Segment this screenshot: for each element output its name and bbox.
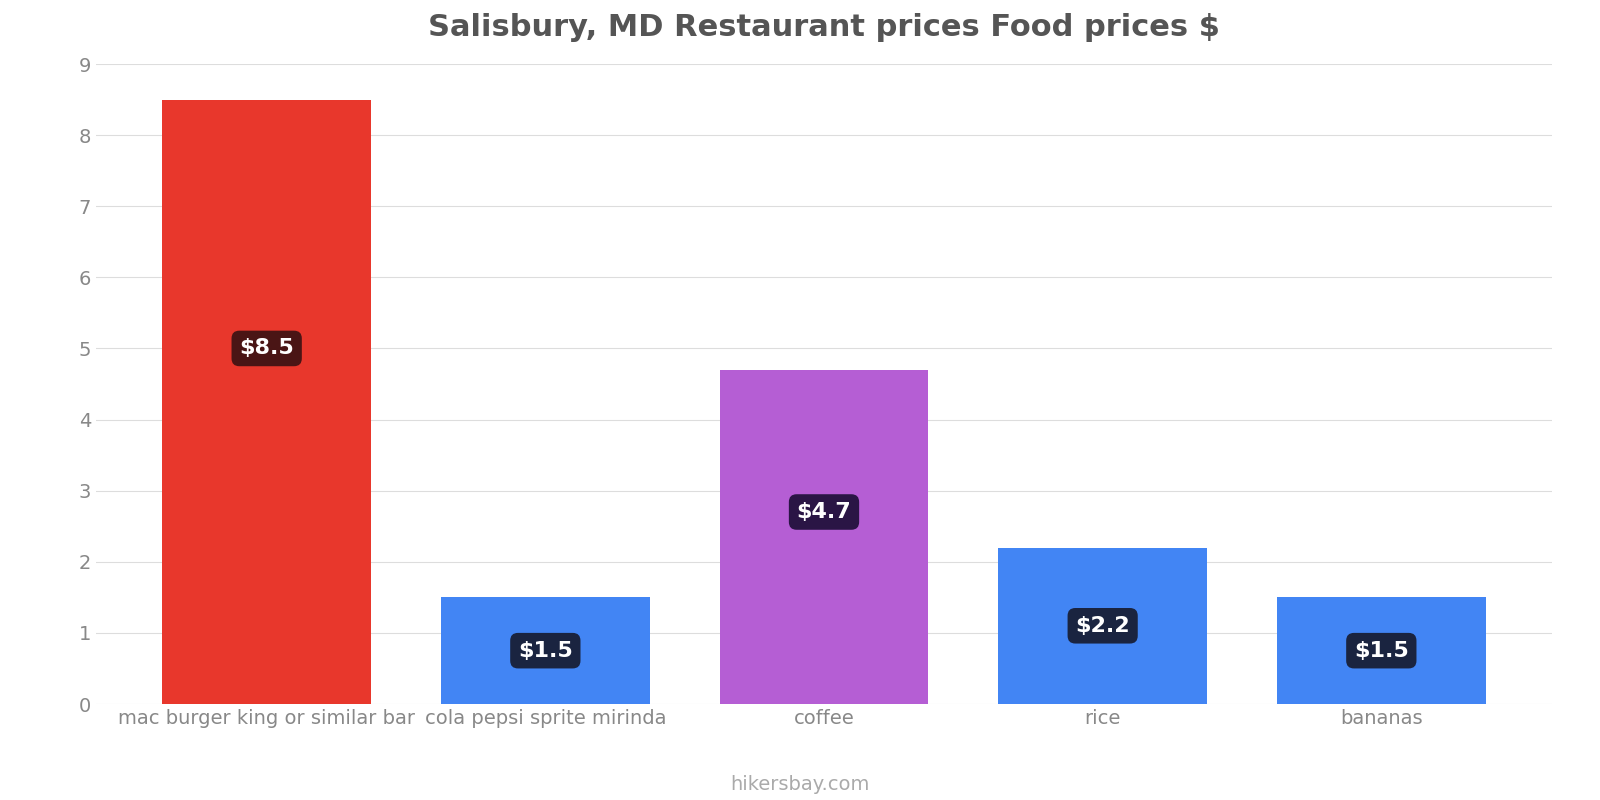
Text: $4.7: $4.7	[797, 502, 851, 522]
Text: hikersbay.com: hikersbay.com	[730, 774, 870, 794]
Bar	[162, 99, 371, 704]
Text: $2.2: $2.2	[1075, 616, 1130, 636]
Bar	[442, 598, 650, 704]
Bar	[1277, 598, 1486, 704]
Bar	[998, 547, 1206, 704]
Text: $8.5: $8.5	[240, 338, 294, 358]
Title: Salisbury, MD Restaurant prices Food prices $: Salisbury, MD Restaurant prices Food pri…	[429, 14, 1221, 42]
Text: $1.5: $1.5	[518, 641, 573, 661]
Text: $1.5: $1.5	[1354, 641, 1408, 661]
Bar	[720, 370, 928, 704]
